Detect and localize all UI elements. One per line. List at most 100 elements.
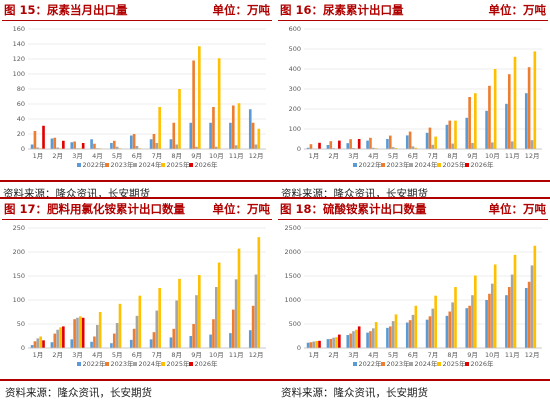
bar [513, 56, 517, 149]
bar [533, 51, 537, 149]
y-tick-label: 300 [289, 85, 301, 93]
bar [79, 148, 82, 149]
y-tick-label: 50 [17, 320, 25, 328]
bar [391, 321, 395, 348]
y-tick-label: 140 [13, 40, 25, 48]
y-tick-label: 0 [297, 344, 301, 352]
bar [112, 140, 116, 149]
bar [332, 148, 335, 149]
legend-label: 2026年 [471, 160, 495, 169]
bar [192, 324, 195, 348]
x-tick-label: 6月 [132, 351, 143, 359]
y-tick-label: 0 [21, 344, 25, 352]
bar [257, 128, 261, 149]
bar [254, 274, 258, 348]
bar [149, 139, 153, 149]
bar [355, 329, 358, 348]
bar [388, 326, 392, 348]
bar [349, 333, 352, 348]
bar [30, 144, 34, 149]
y-tick-label: 0 [21, 145, 25, 153]
bar [195, 146, 198, 149]
legend-swatch [133, 362, 137, 366]
panel-unit: 单位：万吨 [488, 202, 547, 216]
x-tick-label: 9月 [467, 351, 478, 359]
x-tick-label: 12月 [525, 152, 540, 160]
bar [306, 342, 310, 348]
bar [132, 328, 136, 348]
x-tick-label: 10月 [485, 152, 500, 160]
bar [388, 135, 392, 149]
bar [527, 281, 531, 348]
bar [326, 145, 330, 149]
legend-label: 2022年 [83, 160, 107, 169]
y-tick-label: 500 [289, 45, 301, 53]
bar [229, 122, 232, 149]
bar [115, 323, 119, 348]
bar [70, 142, 74, 149]
bar [118, 148, 122, 149]
bar [428, 127, 432, 149]
y-tick-label: 2000 [284, 248, 301, 256]
bar [490, 283, 494, 348]
y-tick-label: 80 [17, 85, 25, 93]
bar [76, 317, 79, 348]
bar [315, 341, 318, 348]
bar [366, 332, 369, 348]
chart-panel-ammonium-sulfate: 图 18：硫酸铵累计出口数量 单位：万吨 0 500 1000 1500 2000 250… [278, 199, 548, 377]
legend-swatch [465, 163, 469, 167]
x-tick-label: 5月 [388, 152, 399, 160]
bar [192, 60, 195, 149]
x-tick-label: 9月 [191, 152, 202, 160]
bar [112, 333, 116, 348]
bar [306, 147, 310, 149]
bar [132, 134, 136, 149]
x-tick-label: 2月 [52, 351, 63, 359]
legend-swatch [437, 362, 441, 366]
bar [198, 275, 201, 348]
x-tick-label: 2月 [328, 351, 339, 359]
section-divider [0, 379, 550, 381]
panel-title: 图 18：硫酸铵累计出口数量 [280, 202, 427, 216]
bar [414, 147, 418, 149]
bar [73, 141, 76, 149]
bar [530, 140, 534, 149]
bar [454, 287, 457, 348]
bar [152, 134, 156, 149]
bar [234, 145, 238, 149]
bar [454, 120, 457, 149]
legend-swatch [465, 362, 469, 366]
y-tick-label: 0 [297, 145, 301, 153]
bar [408, 320, 412, 348]
x-tick-label: 1月 [309, 351, 320, 359]
bar [73, 319, 76, 348]
x-tick-label: 11月 [505, 351, 520, 359]
bar [524, 288, 528, 348]
bar [357, 326, 361, 348]
x-tick-label: 9月 [191, 351, 202, 359]
bar [505, 103, 508, 149]
legend-swatch [189, 163, 193, 167]
bar [488, 85, 491, 149]
y-tick-label: 250 [13, 224, 25, 232]
bar [530, 265, 534, 348]
bar [346, 143, 350, 149]
bar [53, 333, 57, 348]
x-tick-label: 7月 [152, 152, 163, 160]
legend-swatch [353, 163, 357, 167]
bar [135, 315, 139, 348]
y-tick-label: 200 [289, 105, 301, 113]
legend-swatch [161, 362, 165, 366]
bar [391, 147, 395, 149]
x-tick-label: 6月 [408, 152, 419, 160]
bar [158, 288, 161, 348]
x-tick-label: 4月 [368, 351, 379, 359]
bar [138, 148, 142, 149]
x-tick-label: 5月 [112, 152, 123, 160]
bar [505, 295, 508, 348]
source-note: 资料来源：隆众资讯，长安期货 [5, 387, 152, 399]
bar [428, 316, 432, 348]
bar [414, 305, 418, 348]
x-tick-label: 12月 [249, 152, 264, 160]
bar [189, 122, 193, 149]
